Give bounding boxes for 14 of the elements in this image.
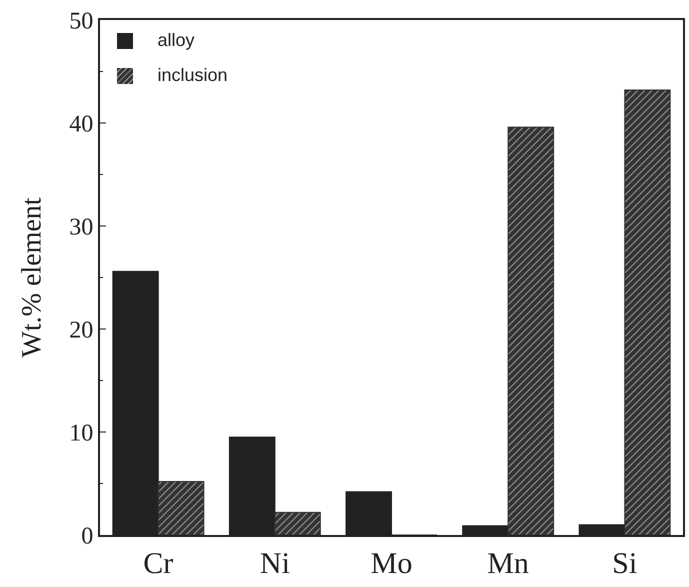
y-tick-label: 30 <box>69 214 94 240</box>
y-tick-label: 50 <box>69 8 94 34</box>
y-tick-label: 40 <box>69 111 94 138</box>
legend-label: inclusion <box>157 65 228 86</box>
y-tick-label: 0 <box>81 523 94 550</box>
y-tick-label: 10 <box>69 420 94 446</box>
legend-label: alloy <box>157 30 195 52</box>
y-tick-label: 20 <box>69 317 94 344</box>
x-tick-label: Cr <box>143 547 174 580</box>
x-tick-label: Mn <box>487 547 529 580</box>
x-tick-label: Si <box>612 547 638 580</box>
x-tick-label: Ni <box>260 547 290 580</box>
y-axis-title: Wt.% element <box>16 197 48 358</box>
x-tick-label: Mo <box>370 547 412 580</box>
